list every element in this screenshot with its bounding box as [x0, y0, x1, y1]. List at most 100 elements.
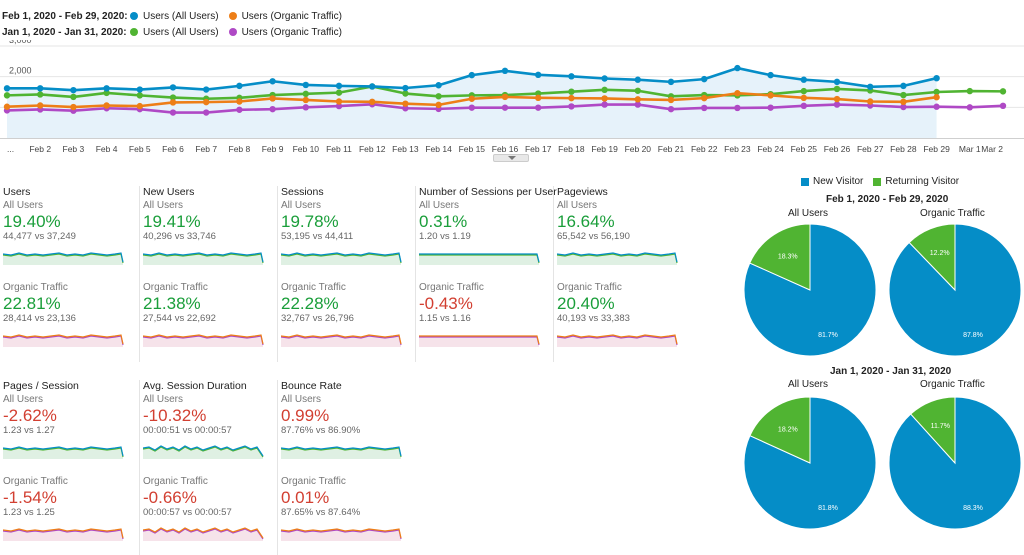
- metric-card[interactable]: Bounce Rate All Users 0.99% 87.76% vs 86.90…: [277, 380, 413, 555]
- data-point: [601, 101, 608, 108]
- pie-chart[interactable]: 18.2% 81.8%: [742, 395, 878, 531]
- metric-comparison: 00:00:51 vs 00:00:57: [143, 425, 232, 436]
- metric-card[interactable]: New Users All Users 19.41% 40,296 vs 33,746…: [139, 186, 275, 362]
- data-point: [800, 102, 807, 109]
- x-tick-label: Feb 12: [359, 144, 386, 154]
- y-tick-label: 2,000: [9, 66, 32, 76]
- data-point: [70, 86, 77, 94]
- data-point: [269, 95, 276, 102]
- data-point: [501, 104, 509, 111]
- data-point: [667, 96, 675, 104]
- data-point: [402, 100, 409, 107]
- pie-slice-label: 11.7%: [931, 423, 950, 430]
- x-tick-label: Feb 8: [229, 144, 251, 154]
- sparkline-current: [143, 334, 264, 345]
- data-point: [535, 71, 542, 79]
- pie-legend: New Visitor Returning Visitor: [801, 176, 969, 187]
- pie-range-title: Jan 1, 2020 - Jan 31, 2020: [830, 366, 952, 377]
- data-point: [734, 90, 741, 97]
- legend-item[interactable]: Users (All Users): [130, 11, 219, 22]
- x-tick-label: Feb 6: [162, 144, 184, 154]
- data-point: [933, 75, 940, 82]
- data-point: [302, 90, 309, 98]
- data-point: [767, 104, 774, 111]
- data-point: [867, 98, 874, 105]
- data-point: [435, 93, 442, 100]
- pie-chart[interactable]: 11.7% 88.3%: [887, 395, 1023, 531]
- metric-segment-label: Organic Traffic: [3, 476, 68, 487]
- pie-slice-label: 87.8%: [963, 332, 983, 339]
- sparkline: [281, 446, 402, 459]
- metric-title: Bounce Rate: [281, 380, 342, 392]
- data-point: [667, 105, 675, 113]
- legend-item[interactable]: Users (Organic Traffic): [228, 11, 342, 22]
- metric-card[interactable]: Pages / Session All Users -2.62% 1.23 vs 1.…: [0, 380, 136, 555]
- metric-card[interactable]: Avg. Session Duration All Users -10.32% 00:…: [139, 380, 275, 555]
- metric-segment: Organic Traffic 0.01% 87.65% vs 87.64%: [281, 476, 413, 541]
- data-point: [369, 83, 376, 90]
- chart-collapse-handle[interactable]: [493, 154, 529, 162]
- metric-card[interactable]: Users All Users 19.40% 44,477 vs 37,249 Orga…: [0, 186, 136, 362]
- data-point: [833, 78, 841, 86]
- data-point: [236, 82, 243, 90]
- metric-card[interactable]: Pageviews All Users 16.64% 65,542 vs 56,190…: [553, 186, 689, 362]
- metric-comparison: 53,195 vs 44,411: [281, 231, 354, 242]
- data-point: [302, 96, 309, 104]
- pie-legend-item[interactable]: New Visitor: [801, 176, 863, 187]
- legend-item[interactable]: Users (Organic Traffic): [228, 26, 342, 38]
- pie-chart[interactable]: 18.3% 81.7%: [742, 222, 878, 358]
- data-point: [568, 73, 575, 80]
- x-tick-label: Feb 29: [923, 144, 950, 154]
- legend-range-label: Jan 1, 2020 - Jan 31, 2020:: [2, 26, 127, 38]
- metric-comparison: 28,414 vs 23,136: [3, 313, 76, 324]
- sparkline: [419, 335, 540, 347]
- legend-item[interactable]: Users (All Users): [130, 27, 219, 38]
- metric-comparison: 1.15 vs 1.16: [419, 313, 471, 324]
- data-point: [70, 103, 77, 111]
- sparkline: [3, 446, 124, 459]
- sparkline-current: [3, 446, 124, 457]
- metric-comparison: 40,296 vs 33,746: [143, 231, 216, 242]
- pie-legend-item[interactable]: Returning Visitor: [873, 176, 959, 187]
- data-point: [3, 103, 11, 110]
- metric-segment-label: All Users: [143, 394, 184, 405]
- metric-title: Users: [3, 186, 31, 198]
- metric-comparison: 40,193 vs 33,383: [557, 313, 630, 324]
- sparkline-fill: [281, 530, 401, 541]
- metric-card[interactable]: Sessions All Users 19.78% 53,195 vs 44,411 O…: [277, 186, 413, 362]
- data-point: [634, 96, 641, 103]
- x-tick-label: Feb 13: [392, 144, 419, 154]
- metric-segment-label: All Users: [3, 200, 44, 211]
- sparkline-fill: [143, 254, 263, 265]
- metric-title: Sessions: [281, 186, 324, 198]
- metric-segment: Organic Traffic 22.81% 28,414 vs 23,136: [3, 282, 136, 347]
- data-point: [236, 106, 243, 113]
- legend-item-label: Users (Organic Traffic): [241, 26, 342, 38]
- data-point: [767, 92, 774, 99]
- metric-card[interactable]: Number of Sessions per User All Users 0.31…: [415, 186, 557, 362]
- sparkline-current: [3, 528, 124, 539]
- x-tick-label: Feb 16: [492, 144, 519, 154]
- metric-change-percent: -0.43%: [419, 294, 473, 313]
- x-tick-label: Mar 1: [959, 144, 981, 154]
- data-point: [966, 104, 973, 111]
- data-point: [3, 92, 11, 99]
- data-point: [800, 94, 807, 102]
- data-point: [535, 94, 542, 102]
- data-point: [634, 87, 641, 94]
- data-point: [335, 102, 343, 110]
- sparkline-current: [557, 252, 678, 263]
- data-point: [103, 102, 110, 109]
- data-point: [999, 102, 1007, 109]
- data-point: [435, 82, 442, 89]
- x-tick-label: Feb 28: [890, 144, 917, 154]
- pie-label: All Users: [788, 379, 829, 390]
- pie-chart[interactable]: 12.2% 87.8%: [887, 222, 1023, 358]
- sparkline-fill: [3, 254, 123, 265]
- x-tick-label: Feb 2: [29, 144, 51, 154]
- metric-title: Number of Sessions per User: [419, 186, 557, 198]
- pie-slice-label: 81.7%: [818, 332, 838, 339]
- data-point: [302, 104, 309, 111]
- pie-label: Organic Traffic: [920, 208, 985, 219]
